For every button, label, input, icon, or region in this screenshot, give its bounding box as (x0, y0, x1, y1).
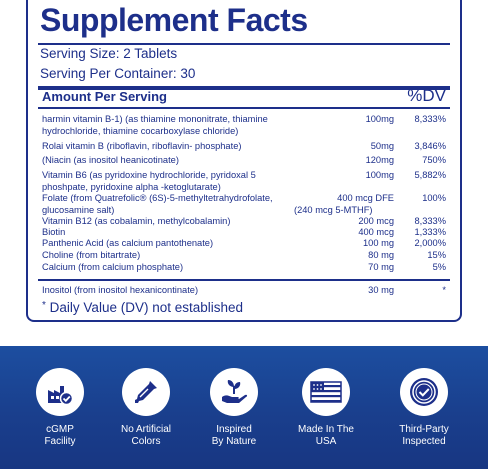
plant-hand-icon (210, 368, 258, 416)
nutrient-dv: 2,000% (414, 238, 446, 248)
nutrient-dv: 100% (422, 193, 446, 203)
footnote-star: * (42, 300, 46, 311)
nutrient-amount: 30 mg (368, 285, 394, 295)
nutrient-name: Folate (from Quatrefolic® (6S)-5-methylt… (42, 193, 273, 215)
nutrient-dv: 8,333% (414, 216, 446, 226)
nutrient-name: Vitamin B12 (as cobalamin, methylcobalam… (42, 216, 231, 226)
nutrient-amount: 70 mg (368, 262, 394, 272)
nutrient-name: Inositol (from inositol hexanicontinate) (42, 285, 199, 295)
nutrient-amount: 120mg (365, 155, 394, 165)
badge-label-line2: Inspected (402, 436, 446, 447)
nutrient-name: Vitamin B6 (as pyridoxine hydrochloride,… (42, 170, 256, 192)
badge-label-line1: Made In The (298, 424, 354, 435)
nutrient-amount: 400 mcg (358, 227, 394, 237)
badge-no-artificial-colors: No Artificial Colors (106, 368, 186, 448)
dv-header: %DV (407, 86, 446, 105)
nutrient-amount: 80 mg (368, 250, 394, 260)
certified-seal-icon (400, 368, 448, 416)
header-divider-thick (38, 86, 450, 90)
nutrient-dv: 5% (432, 262, 446, 272)
nutrient-name: Choline (from bitartrate) (42, 250, 141, 260)
nutrient-name: Calcium (from calcium phosphate) (42, 262, 184, 272)
facts-title: Supplement Facts (40, 2, 308, 38)
nutrient-name: Rolai vitamin B (riboflavin, riboflavin-… (42, 141, 242, 151)
amount-per-serving-header: Amount Per Serving (42, 89, 167, 104)
badge-made-in-usa: Made In The USA (286, 368, 366, 448)
bottom-divider (38, 279, 450, 281)
badges-band: cGMP Facility No Artificial Colors Inspi (0, 346, 488, 469)
nutrient-name: (Niacin (as inositol heanicotinate) (42, 155, 179, 165)
nutrient-dv: 8,333% (414, 114, 446, 124)
badge-label-line1: Third-Party (399, 424, 449, 435)
supplement-facts-panel: Supplement Facts Serving Size: 2 Tablets… (26, 0, 462, 322)
nutrient-name: Panthenic Acid (as calcium pantothenate) (42, 238, 214, 248)
nutrient-amount: 100mg (365, 170, 394, 180)
header-divider (38, 107, 450, 109)
badge-third-party-inspected: Third-Party Inspected (384, 368, 464, 448)
nutrient-dv: 5,882% (414, 170, 446, 180)
serving-size: Serving Size: 2 Tablets (40, 46, 178, 61)
nutrient-amount: 200 mcg (358, 216, 394, 226)
nutrient-amount: 50mg (370, 141, 394, 151)
badge-label-line2: Colors (131, 436, 161, 447)
badge-label-line1: cGMP (46, 424, 74, 435)
nutrient-amount: 100 mg (362, 238, 394, 248)
badge-cgmp: cGMP Facility (20, 368, 100, 448)
nutrient-dv: 3,846% (414, 141, 446, 151)
factory-check-icon (36, 368, 84, 416)
nutrient-amount: 100mg (365, 114, 394, 124)
footnote-text: Daily Value (DV) not established (49, 300, 244, 315)
nutrient-dv: 1,333% (414, 227, 446, 237)
nutrient-name: Biotin (42, 227, 66, 237)
badge-label-line2: USA (315, 436, 337, 447)
nutrient-amount-sub: (240 mcg 5-MTHF) (294, 204, 373, 215)
nutrient-dv: 750% (422, 155, 446, 165)
badge-label-line1: No Artificial (120, 424, 171, 435)
serving-per-container: Serving Per Container: 30 (40, 66, 196, 81)
badge-label-line2: Facility (44, 436, 76, 447)
badge-label-line1: Inspired (216, 424, 252, 435)
nutrient-dv: 15% (427, 250, 446, 260)
badge-label-line2: By Nature (211, 436, 257, 447)
badge-inspired-by-nature: Inspired By Nature (194, 368, 274, 448)
usa-flag-icon (302, 368, 350, 416)
title-divider (38, 43, 450, 45)
nutrient-dv: * (442, 285, 446, 295)
nutrient-name: harmin vitamin B-1) (as thiamine mononit… (42, 114, 268, 136)
nutrient-amount: 400 mcg DFE (337, 193, 394, 203)
no-dropper-icon (122, 368, 170, 416)
daily-value-footnote: * Daily Value (DV) not established (42, 300, 243, 315)
